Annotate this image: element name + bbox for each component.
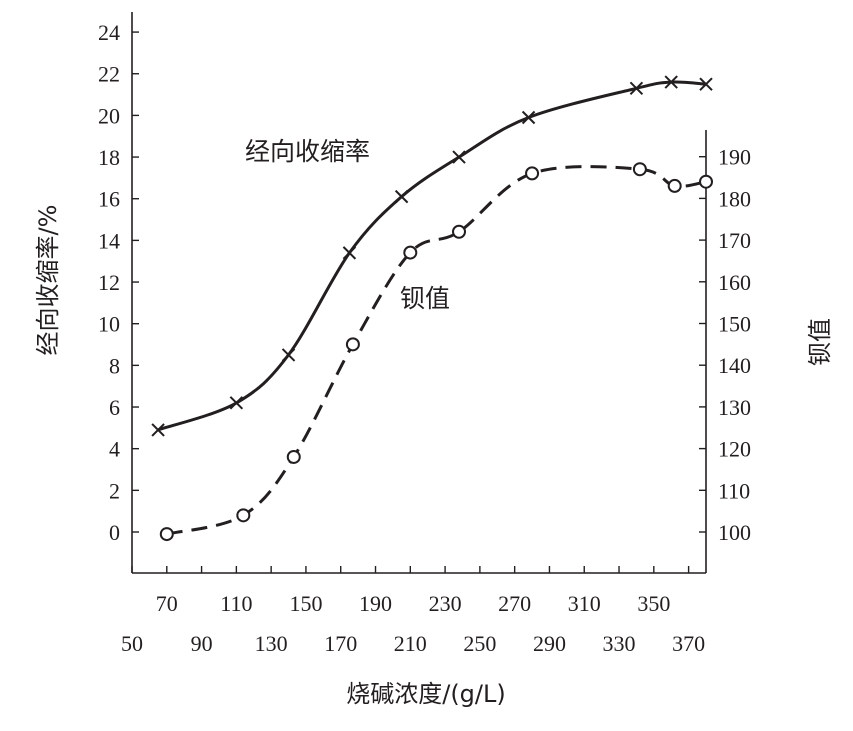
series-curves	[157, 80, 707, 536]
y-left-tick-label: 0	[109, 520, 120, 545]
series-markers	[151, 75, 713, 542]
x-tick-label-row1: 270	[498, 591, 531, 616]
y-left-tick-label: 22	[98, 62, 120, 87]
x-tick-label-row1: 310	[568, 591, 601, 616]
y-right-tick-label: 100	[718, 520, 751, 545]
series-label-shrinkage: 经向收缩率	[245, 137, 370, 166]
data-point-x-marker	[664, 75, 678, 89]
x-tick-label-row2: 50	[121, 631, 143, 656]
y-left-tick-label: 4	[109, 437, 120, 462]
x-tick-label-row2: 250	[463, 631, 496, 656]
y-left-tick-label: 18	[98, 145, 120, 170]
data-point-x-marker	[342, 246, 357, 260]
data-point-x-marker	[452, 150, 466, 164]
y-axis-right-title: 钡值	[806, 318, 834, 366]
data-point-circle-marker	[159, 527, 174, 542]
y-right-tick-label: 140	[718, 353, 751, 378]
x-tick-label-row1: 230	[429, 591, 462, 616]
series-line-1	[166, 165, 707, 536]
x-axis-title: 烧碱浓度/(g/L)	[346, 680, 506, 708]
x-tick-label-row2: 170	[324, 631, 357, 656]
y-right-tick-label: 110	[718, 478, 750, 503]
data-point-x-marker	[151, 423, 165, 437]
data-point-circle-marker	[236, 508, 251, 523]
series-line-0	[157, 80, 707, 432]
data-point-x-marker	[699, 77, 713, 91]
y-left-tick-label: 12	[98, 270, 120, 295]
y-right-tick-label: 180	[718, 186, 751, 211]
y-right-tick-label: 150	[718, 312, 751, 337]
x-tick-label-row1: 70	[156, 591, 178, 616]
y-right-tick-label: 120	[718, 437, 751, 462]
data-point-circle-marker	[667, 178, 682, 193]
y-left-tick-label: 6	[109, 395, 120, 420]
x-tick-label-row2: 130	[255, 631, 288, 656]
data-point-x-marker	[394, 189, 409, 204]
x-tick-label-row1: 150	[289, 591, 322, 616]
data-point-circle-marker	[286, 449, 301, 464]
data-point-circle-marker	[525, 166, 540, 181]
x-tick-label-row2: 370	[672, 631, 705, 656]
y-left-tick-label: 20	[98, 103, 120, 128]
data-point-circle-marker	[699, 174, 713, 189]
y-left-tick-label: 10	[98, 312, 120, 337]
data-point-circle-marker	[345, 337, 360, 352]
y-right-tick-label: 190	[718, 145, 751, 170]
x-tick-label-row1: 350	[637, 591, 670, 616]
data-point-x-marker	[629, 81, 644, 96]
y-left-tick-label: 2	[109, 478, 120, 503]
data-point-circle-marker	[632, 162, 647, 177]
data-point-circle-marker	[452, 224, 467, 239]
x-tick-label-row2: 290	[533, 631, 566, 656]
data-point-x-marker	[521, 110, 536, 125]
data-point-x-marker	[229, 396, 244, 410]
y-left-tick-label: 14	[98, 228, 120, 253]
y-axis-left-title: 经向收缩率/%	[34, 205, 62, 356]
chart-labels: 经向收缩率 钡值 烧碱浓度/(g/L) 经向收缩率/% 钡值	[34, 137, 834, 708]
data-point-circle-marker	[403, 245, 418, 260]
y-left-tick-label: 8	[109, 353, 120, 378]
x-tick-label-row2: 330	[603, 631, 636, 656]
data-point-x-marker	[281, 348, 296, 362]
y-left-tick-label: 16	[98, 187, 120, 212]
y-right-tick-label: 130	[718, 395, 751, 420]
axes: 0246810121416182022241001101201301401501…	[98, 12, 751, 656]
y-left-tick-label: 24	[98, 20, 120, 45]
y-right-tick-label: 170	[718, 228, 751, 253]
x-tick-label-row2: 90	[191, 631, 213, 656]
series-label-barium: 钡值	[400, 284, 450, 313]
y-right-tick-label: 160	[718, 270, 751, 295]
x-tick-label-row1: 190	[359, 591, 392, 616]
x-tick-label-row1: 110	[220, 591, 252, 616]
x-tick-label-row2: 210	[394, 631, 427, 656]
